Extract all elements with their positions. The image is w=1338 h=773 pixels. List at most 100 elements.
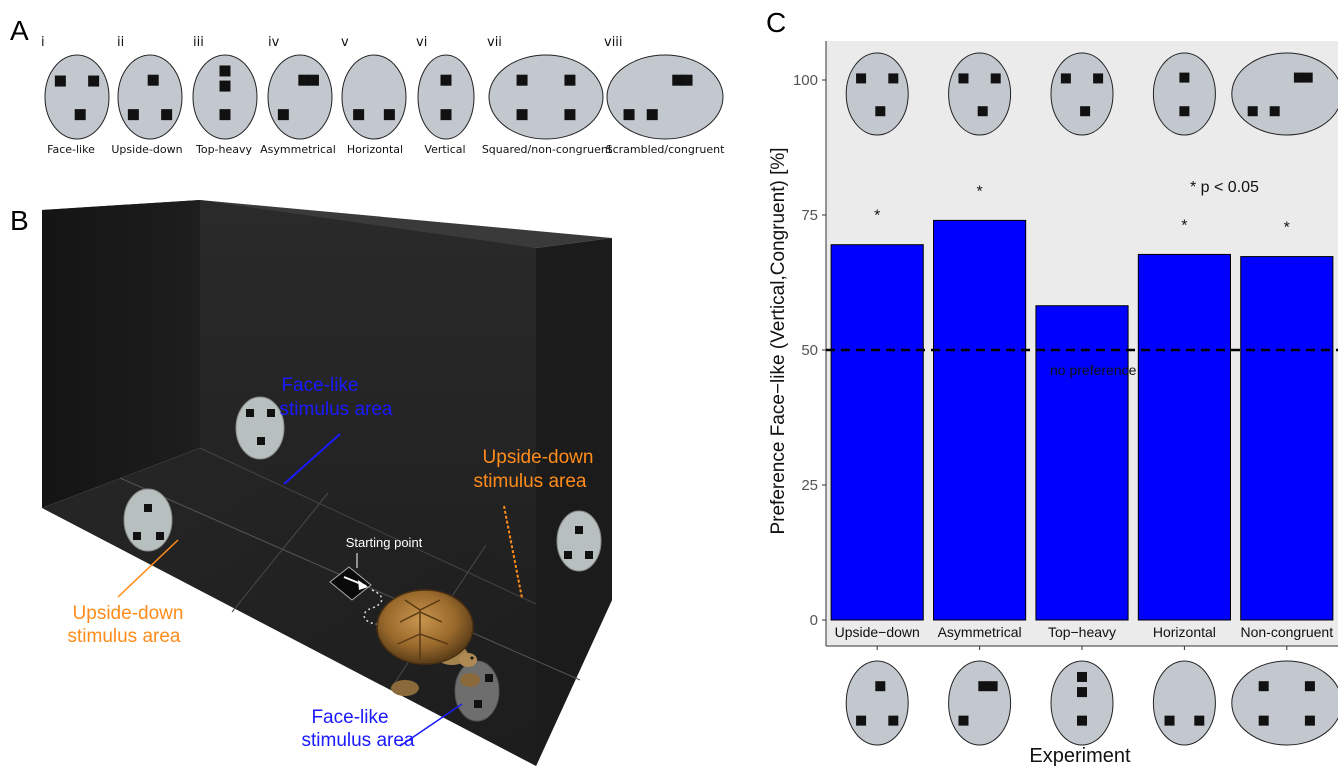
stimulus-label: Face-like <box>47 143 95 156</box>
stimulus-dot <box>977 106 988 117</box>
bar-0 <box>830 244 924 621</box>
bottom-stimulus-1 <box>948 660 1012 746</box>
significance-legend: * p < 0.05 <box>1190 179 1259 196</box>
stimulus-dot <box>1302 72 1313 83</box>
upside-down-right-pointer <box>503 505 523 599</box>
stimulus-dot <box>516 109 528 121</box>
stimulus-dot <box>307 74 319 86</box>
stimulus-numeral: ii <box>117 35 124 50</box>
stimulus-label: Scrambled/congruent <box>606 143 725 156</box>
upside-down-left-label-2: stimulus area <box>68 626 181 647</box>
stimulus-dot <box>1304 681 1315 692</box>
stimulus-dot <box>1077 671 1087 682</box>
stimulus-dot <box>978 681 989 692</box>
stimulus-squared-non-congruent <box>488 54 604 140</box>
chart-bars: * * * * no preference <box>826 183 1338 621</box>
stimulus-dot <box>127 109 139 121</box>
x-tick-label: Non-congruent <box>1240 624 1333 640</box>
stimulus-dot <box>672 74 684 86</box>
stimulus-dot <box>1269 106 1280 117</box>
stimulus-dot <box>1179 72 1190 83</box>
stimulus-dot <box>564 109 576 121</box>
upside-down-left-label-1: Upside-down <box>73 603 184 624</box>
stimulus-dot <box>219 80 231 92</box>
bottom-stimulus-2 <box>1050 660 1114 746</box>
arena-right-wall <box>536 238 612 766</box>
stimulus-top-heavy <box>192 54 258 140</box>
stimulus-dot <box>353 109 365 121</box>
stimulus-label: Top-heavy <box>195 143 253 156</box>
stimulus-dot <box>1080 106 1091 117</box>
stimulus-numeral: iv <box>268 35 280 50</box>
stimulus-dot <box>681 74 693 86</box>
stimulus-numeral: i <box>41 35 45 50</box>
y-tick-label: 25 <box>801 477 818 494</box>
bottom-stimulus-0 <box>845 660 909 746</box>
upside-down-right-label-2: stimulus area <box>474 471 587 492</box>
stimulus-label: Asymmetrical <box>260 143 336 156</box>
upside-down-right-label-1: Upside-down <box>483 447 594 468</box>
panel-b-letter: B <box>10 205 29 236</box>
arena-back-wall <box>200 200 536 604</box>
stimulus-dot <box>1304 715 1315 726</box>
y-tick-label: 75 <box>801 207 818 224</box>
x-tick-label: Asymmetrical <box>938 624 1022 640</box>
stimulus-dot <box>1093 73 1104 84</box>
front-face-stimulus <box>454 660 500 722</box>
significance-marker: * <box>976 183 982 200</box>
top-stimulus-1 <box>948 52 1012 136</box>
significance-marker: * <box>1181 217 1187 234</box>
x-tick-label: Upside−down <box>835 624 920 640</box>
stimulus-dot <box>516 74 528 86</box>
stimulus-dot <box>987 681 998 692</box>
bar-2 <box>1035 305 1129 621</box>
stimulus-dot <box>990 73 1001 84</box>
stimulus-numeral: viii <box>604 35 623 50</box>
bottom-stimulus-3 <box>1152 660 1216 746</box>
y-tick-label: 100 <box>793 72 818 89</box>
stimulus-dot <box>856 73 867 84</box>
stimulus-vertical <box>417 54 475 140</box>
stimulus-dot <box>54 75 66 87</box>
stimulus-dot <box>646 109 658 121</box>
chart-axis: Upside−down Asymmetrical Top−heavy Horizont… <box>793 72 1333 650</box>
bottom-stimulus-4 <box>1231 660 1338 746</box>
top-stimulus-0 <box>845 52 909 136</box>
starting-point-label: Starting point <box>346 535 423 550</box>
chart-top-stimuli <box>845 52 1338 136</box>
reference-line-label: no preference <box>1050 362 1137 378</box>
stimulus-dot <box>888 715 899 726</box>
stimulus-dot <box>958 73 969 84</box>
x-tick-label: Top−heavy <box>1048 624 1116 640</box>
chart-y-axis-label: Preference Face−like (Vertical,Congruent… <box>768 147 789 534</box>
stimulus-dot <box>277 109 289 121</box>
face-like-front-label-2: stimulus area <box>302 730 415 751</box>
stimulus-dot <box>161 109 173 121</box>
back-wall-face-stimulus <box>235 396 285 460</box>
y-tick-label: 50 <box>801 342 818 359</box>
stimulus-scrambled-congruent <box>606 54 724 140</box>
stimulus-numeral: vii <box>487 35 502 50</box>
stimulus-dot <box>440 74 452 86</box>
stimulus-dot <box>1194 715 1205 726</box>
stimulus-dot <box>298 74 310 86</box>
stimulus-dot <box>1060 73 1071 84</box>
stimulus-face-like <box>44 54 110 140</box>
significance-marker: * <box>1284 220 1290 237</box>
significance-marker: * <box>874 208 880 225</box>
stimulus-upside-down <box>117 54 183 140</box>
face-like-back-label-1: Face-like <box>281 375 358 396</box>
stimulus-dot <box>1179 106 1190 117</box>
stimulus-dot <box>1247 106 1258 117</box>
stimulus-dot <box>1258 681 1269 692</box>
tortoise-illustration <box>376 589 480 696</box>
upside-down-left-pointer <box>117 539 179 598</box>
stimulus-dot <box>219 109 231 121</box>
stimulus-numeral: iii <box>193 35 204 50</box>
stimulus-asymmetrical <box>267 54 333 140</box>
stimulus-dot <box>219 65 231 77</box>
face-like-front-pointer <box>399 703 463 747</box>
stimulus-dot <box>1293 72 1304 83</box>
chart-x-axis-label: Experiment <box>1029 745 1131 767</box>
stimulus-label: Squared/non-congruent <box>482 143 613 156</box>
